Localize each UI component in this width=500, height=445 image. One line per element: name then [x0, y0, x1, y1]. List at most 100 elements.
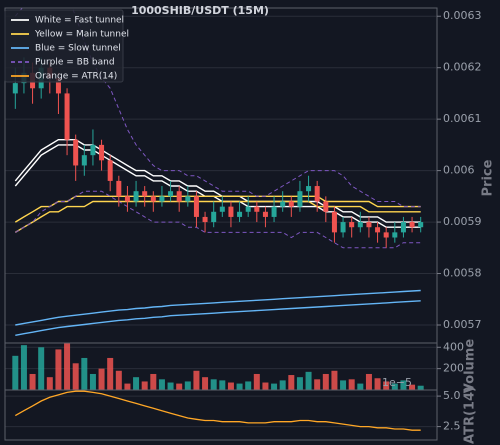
overlay-line [15, 190, 421, 249]
y-tick-label: 0.0063 [443, 9, 482, 22]
y-tick-label: 0.0057 [443, 318, 482, 331]
y-tick-label: 400 [443, 340, 464, 353]
volume-bar [340, 380, 347, 390]
volume-bar [81, 357, 88, 390]
candle-body [331, 211, 337, 233]
legend: White = Fast tunnel Yellow = Main tunnel B… [4, 9, 129, 83]
volume-bar [262, 382, 269, 390]
candle-body [418, 222, 424, 228]
overlay-line [14, 200, 421, 233]
candle-body [375, 227, 381, 233]
candle-body [133, 191, 139, 202]
volume-bar [331, 370, 338, 390]
volume-bar [409, 384, 416, 390]
candle-body [254, 206, 260, 212]
overlay-line [15, 289, 421, 326]
candle-body [99, 144, 105, 161]
overlay-line [15, 300, 421, 336]
candle-body [245, 206, 251, 212]
overlay-line [14, 139, 421, 223]
volume-bar [202, 377, 209, 390]
volume-bar [383, 381, 390, 390]
candle-body [55, 77, 61, 94]
atr-axis-label: ATR(14) [463, 386, 478, 444]
legend-box [4, 9, 124, 83]
y-tick-label: 0.006 [443, 164, 475, 177]
legend-label: White = Fast tunnel [35, 16, 124, 26]
candle-body [185, 196, 191, 202]
candle-body [288, 201, 294, 207]
volume-bar [322, 373, 329, 390]
volume-bar [357, 383, 364, 390]
volume-bar [279, 380, 286, 390]
candle-body [211, 211, 217, 223]
volume-bar [227, 382, 234, 390]
candle-body [12, 83, 18, 94]
volume-bar [72, 363, 79, 390]
candle-body [383, 232, 389, 238]
volume-bar [271, 383, 278, 390]
volume-bar [20, 345, 27, 390]
candle-body [116, 180, 122, 197]
candle-body [280, 201, 286, 207]
candle-body [219, 206, 225, 212]
legend-label: Orange = ATR(14) [35, 72, 117, 82]
volume-bar [64, 343, 71, 390]
candle-body [81, 155, 87, 166]
volume-axis-label: Volume [463, 339, 478, 394]
volume-bar [245, 381, 252, 390]
volume-bar [150, 373, 157, 390]
candle-body [314, 186, 320, 202]
volume-bar [107, 357, 114, 390]
candle-body [349, 222, 355, 228]
candle-body [357, 222, 363, 228]
legend-label: Yellow = Main tunnel [34, 30, 129, 40]
candle-body [366, 222, 372, 228]
volume-bar [253, 373, 260, 390]
candle-body [392, 232, 398, 238]
volume-bar [219, 380, 226, 390]
y-tick-label: 0.0058 [443, 267, 482, 280]
atr-line [14, 390, 421, 431]
y-tick-label: 200 [443, 362, 464, 375]
volume-bar [124, 383, 131, 390]
chart-title: 1000SHIB/USDT (15M) [131, 4, 269, 17]
y-tick-label: 0.0062 [443, 61, 482, 74]
candle-body [159, 196, 165, 202]
volume-bar [158, 379, 165, 390]
volume-bar [38, 347, 45, 390]
candle-body [107, 160, 113, 181]
volume-bar [348, 379, 355, 390]
volume-bar [115, 370, 122, 390]
volume-bar [98, 368, 105, 390]
candle-body [400, 222, 406, 233]
candle-body [168, 191, 174, 197]
volume-bar [288, 375, 295, 390]
candle-body [142, 191, 148, 197]
volume-bar [167, 382, 174, 390]
candle-body [323, 201, 329, 212]
volume-bar [184, 381, 191, 390]
legend-label: Blue = Slow tunnel [35, 44, 121, 54]
y-tick-label: 2.5 [443, 420, 461, 433]
volume-bar [391, 383, 398, 390]
overlay-line [14, 195, 421, 223]
y-tick-label: 0.0059 [443, 215, 482, 228]
candle-body [306, 186, 312, 192]
candle-body [150, 196, 156, 202]
candle-body [262, 211, 268, 217]
candle-body [202, 216, 208, 223]
volume-bar [305, 371, 312, 390]
y-tick-label: 0.0061 [443, 112, 482, 125]
candle-body [228, 206, 234, 217]
candle-body [340, 222, 346, 233]
candle-body [90, 144, 96, 156]
volume-bar [236, 383, 243, 390]
candle-body [271, 206, 277, 217]
volume-bar [12, 355, 19, 390]
candle-body [64, 93, 70, 140]
overlay-line [14, 144, 421, 228]
candle-body [124, 196, 130, 202]
volume-bar [55, 349, 62, 390]
